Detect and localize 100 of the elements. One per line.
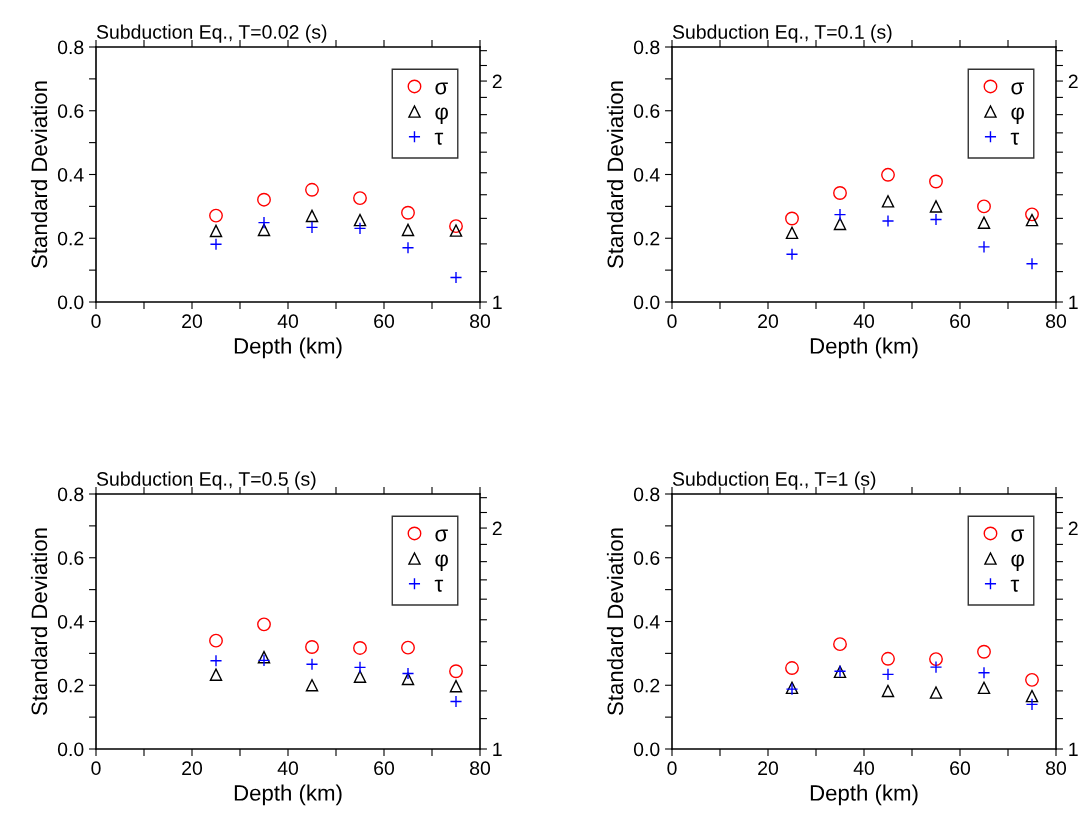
point — [881, 195, 895, 208]
x-tick-label: 40 — [277, 314, 299, 329]
point — [305, 678, 319, 692]
chart-title: Subduction Eq., T=0.5 (s) — [96, 471, 316, 490]
point — [929, 660, 943, 674]
x-tick-label: 80 — [1046, 761, 1067, 776]
x-axis-title: Depth (km) — [234, 337, 342, 359]
x-axis-title: Depth (km) — [234, 784, 342, 806]
point — [1025, 689, 1039, 703]
x-tick-label: 60 — [950, 314, 971, 329]
point — [785, 211, 799, 226]
y-tick-label: 0.4 — [633, 167, 660, 182]
y-tick-label: 0.8 — [57, 40, 84, 55]
x-tick-label: 80 — [1046, 314, 1067, 329]
legend-label: τ — [1010, 132, 1020, 145]
point — [1025, 672, 1039, 687]
point — [449, 695, 463, 708]
point — [977, 644, 991, 659]
x-tick-label: 60 — [950, 761, 971, 776]
legend-label: σ — [1011, 82, 1024, 95]
y-tick-label: 0.8 — [57, 487, 84, 502]
y-tick-label: 0.2 — [633, 231, 660, 246]
chart-title: Subduction Eq., T=0.02 (s) — [96, 24, 327, 43]
point — [209, 633, 223, 648]
point — [401, 667, 415, 680]
y-tick-label: 0.0 — [57, 742, 84, 757]
point — [257, 654, 271, 667]
x-tick-label: 60 — [374, 761, 395, 776]
y2-tick-label: 1 — [493, 295, 502, 310]
y-tick-label: 0.8 — [633, 487, 660, 502]
point — [209, 238, 223, 251]
y-tick-label: 0.0 — [633, 295, 660, 310]
point — [401, 241, 415, 255]
point — [305, 657, 319, 671]
x-tick-label: 0 — [91, 761, 101, 776]
point — [929, 200, 943, 213]
x-tick-label: 40 — [853, 314, 875, 329]
point — [785, 226, 799, 240]
point — [833, 217, 847, 231]
point — [833, 208, 847, 221]
point — [209, 668, 223, 681]
x-tick-label: 20 — [182, 314, 203, 329]
y-axis-title: Standard Deviation — [606, 81, 624, 268]
x-axis-title: Depth (km) — [810, 337, 918, 359]
y2-tick-label: 1 — [1069, 742, 1078, 757]
point — [881, 668, 895, 681]
chart-title: Subduction Eq., T=1 (s) — [672, 471, 876, 490]
y-axis-title: Standard Deviation — [606, 528, 624, 715]
point — [929, 652, 943, 667]
point — [257, 223, 271, 237]
point — [305, 182, 319, 197]
legend-label: σ — [435, 82, 448, 95]
y-tick-label: 0.8 — [633, 40, 660, 55]
point — [881, 214, 895, 228]
point — [353, 213, 367, 227]
point — [401, 640, 415, 655]
point — [977, 681, 991, 695]
point — [449, 679, 463, 693]
legend-label: σ — [1011, 529, 1024, 542]
x-tick-label: 80 — [470, 761, 491, 776]
point — [257, 192, 271, 207]
legend-label: τ — [434, 579, 444, 592]
point — [977, 240, 991, 254]
point — [401, 223, 415, 237]
point — [401, 205, 415, 220]
point — [401, 672, 415, 686]
point — [449, 664, 463, 679]
y-tick-label: 0.4 — [633, 614, 660, 629]
y-tick-label: 0.6 — [57, 104, 84, 118]
y-tick-label: 0.2 — [57, 231, 84, 246]
x-tick-label: 20 — [758, 314, 779, 329]
point — [305, 640, 319, 654]
x-tick-label: 40 — [277, 761, 299, 776]
point — [353, 222, 367, 235]
point — [1025, 213, 1039, 227]
point — [257, 216, 271, 229]
point — [353, 641, 367, 655]
point — [209, 224, 223, 238]
point — [449, 271, 463, 284]
point — [353, 670, 367, 683]
point — [929, 174, 943, 189]
y-tick-label: 0.4 — [57, 167, 84, 182]
point — [977, 199, 991, 214]
point — [209, 208, 223, 223]
point — [785, 247, 799, 261]
point — [1025, 698, 1039, 711]
x-tick-label: 0 — [667, 314, 677, 329]
x-tick-label: 0 — [91, 314, 101, 329]
x-axis-title: Depth (km) — [810, 784, 918, 806]
y-axis-title: Standard Deviation — [30, 528, 48, 715]
y-tick-label: 0.0 — [633, 742, 660, 757]
y-tick-label: 0.6 — [633, 551, 660, 565]
point — [257, 650, 271, 664]
x-tick-label: 0 — [667, 761, 677, 776]
point — [881, 167, 895, 182]
x-tick-label: 60 — [374, 314, 395, 329]
point — [785, 661, 799, 675]
point — [929, 686, 943, 699]
point — [833, 186, 847, 200]
y-tick-label: 0.2 — [57, 678, 84, 693]
